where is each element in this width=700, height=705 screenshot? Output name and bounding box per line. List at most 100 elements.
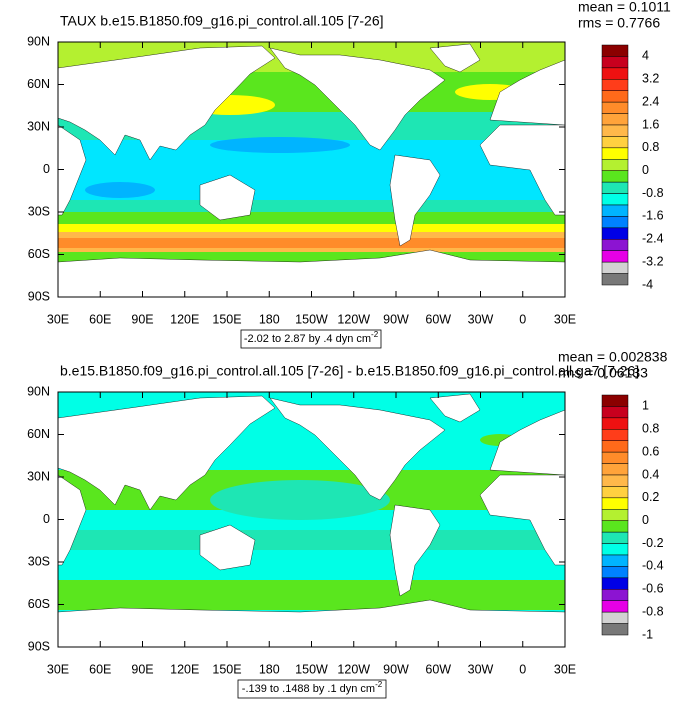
colorbar-label: 0.8	[642, 422, 659, 436]
colorbar-label: 0	[642, 163, 649, 177]
lat-label: 60N	[27, 77, 50, 91]
colorbar-box	[601, 239, 629, 251]
lat-label: 90S	[28, 639, 50, 653]
colorbar-label: 0.4	[642, 467, 659, 481]
lon-label: 120W	[337, 312, 370, 326]
field-map-2	[57, 392, 566, 648]
lon-label: 30E	[47, 662, 69, 676]
info-box	[240, 329, 382, 349]
colorbar-label: 1	[642, 399, 649, 413]
colorbar-box	[601, 250, 629, 263]
lat-label: 30S	[28, 554, 50, 568]
colorbar-box	[601, 623, 629, 636]
colorbar-label: -2.4	[642, 232, 664, 246]
colorbar-label: 0.8	[642, 140, 659, 154]
colorbar-box	[601, 474, 629, 487]
info-box	[237, 679, 387, 699]
lon-label: 30W	[468, 662, 494, 676]
lon-label: 90W	[383, 662, 409, 676]
colorbar-box	[601, 136, 629, 149]
colorbar-label: -1.6	[642, 209, 664, 223]
lon-label: 150E	[212, 662, 241, 676]
colorbar-box	[601, 589, 629, 601]
colorbar-label: -1	[642, 627, 653, 641]
colorbar-box	[601, 170, 629, 183]
colorbar-box	[601, 204, 629, 217]
lon-label: 120E	[170, 662, 199, 676]
stat-mean: mean = 0.1011	[578, 0, 671, 15]
colorbar-box	[601, 227, 629, 240]
colorbar-box	[601, 181, 629, 194]
lon-label: 120E	[170, 312, 199, 326]
colorbar-box	[601, 67, 629, 80]
lon-label: 30E	[554, 662, 576, 676]
colorbar-label: -0.8	[642, 186, 664, 200]
colorbar-box	[601, 451, 629, 464]
colorbar-box	[601, 497, 629, 510]
field-map-1	[57, 42, 566, 298]
colorbar-box	[601, 531, 629, 544]
lat-label: 0	[43, 162, 50, 176]
colorbar-box	[601, 486, 629, 499]
colorbar-label: 3.2	[642, 72, 659, 86]
colorbar-box	[601, 147, 629, 160]
contour-info-text: -2.02 to 2.87 by .4 dyn cm	[244, 333, 371, 345]
colorbar-box	[601, 543, 629, 556]
colorbar-box	[601, 566, 629, 579]
lon-label: 90W	[383, 312, 409, 326]
colorbar-box	[601, 79, 629, 91]
colorbar-box	[601, 56, 629, 69]
lat-label: 60S	[28, 247, 50, 261]
contour-info: -.139 to .1488 by .1 dyn cm-2	[242, 680, 383, 695]
colorbar-box	[601, 90, 629, 103]
colorbar-box	[601, 216, 629, 229]
lat-label: 60S	[28, 597, 50, 611]
colorbar-box	[601, 611, 629, 624]
lon-label: 150W	[295, 312, 328, 326]
colorbar-box	[601, 554, 629, 567]
panel-title: b.e15.B1850.f09_g16.pi_control.all.105 […	[60, 363, 639, 379]
lat-label: 90S	[28, 289, 50, 303]
colorbar-label: 0.6	[642, 444, 659, 458]
lon-label: 60W	[425, 312, 451, 326]
colorbar-box	[601, 429, 629, 441]
colorbar-box	[601, 124, 629, 137]
colorbar-label: -0.6	[642, 582, 664, 596]
contour-info: -2.02 to 2.87 by .4 dyn cm-2	[244, 330, 379, 345]
colorbar-label: -0.4	[642, 559, 664, 573]
colorbar-label: -4	[642, 277, 653, 291]
lon-label: 60W	[425, 662, 451, 676]
lon-label: 0	[519, 662, 526, 676]
colorbar-box	[601, 440, 629, 453]
colorbar-label: 4	[642, 49, 649, 63]
colorbar-box	[601, 394, 629, 407]
stat-rms: rms = 0.06133	[558, 365, 648, 381]
contour-info-sup: -2	[371, 330, 379, 339]
colorbar-label: -0.8	[642, 604, 664, 618]
lat-label: 60N	[27, 427, 50, 441]
stat-mean: mean = 0.002838	[558, 349, 668, 365]
colorbar-label: -3.2	[642, 254, 664, 268]
lon-label: 90E	[131, 662, 153, 676]
colorbar-box	[601, 417, 629, 430]
lat-label: 30S	[28, 204, 50, 218]
colorbar-box	[601, 577, 629, 590]
lon-label: 0	[519, 312, 526, 326]
lon-label: 30E	[47, 312, 69, 326]
lon-label: 60E	[89, 662, 111, 676]
lon-label: 120W	[337, 662, 370, 676]
colorbar-box	[601, 273, 629, 286]
colorbar-label: 0.2	[642, 490, 659, 504]
colorbar-box	[601, 463, 629, 476]
panel-title: TAUX b.e15.B1850.f09_g16.pi_control.all.…	[60, 13, 384, 29]
lat-label: 90N	[27, 34, 50, 48]
lat-label: 30N	[27, 469, 50, 483]
lat-label: 0	[43, 512, 50, 526]
colorbar-label: -0.2	[642, 536, 664, 550]
contour-info-sup: -2	[375, 680, 383, 689]
colorbar-label: 2.4	[642, 94, 659, 108]
contour-info-text: -.139 to .1488 by .1 dyn cm	[242, 683, 375, 695]
lon-label: 150W	[295, 662, 328, 676]
lon-label: 150E	[212, 312, 241, 326]
